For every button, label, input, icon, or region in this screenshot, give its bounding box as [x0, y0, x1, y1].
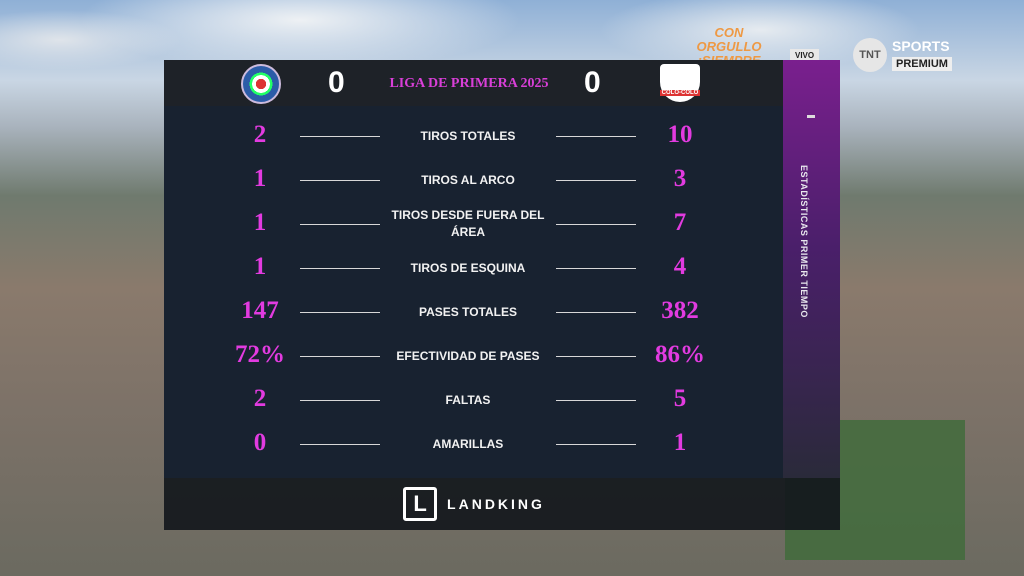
home-value: 1: [253, 209, 267, 236]
away-value: 3: [673, 165, 687, 192]
home-team-crest: [241, 64, 281, 104]
stat-label: TIROS TOTALES: [420, 128, 516, 143]
scoreboard-header: 0 LIGA DE PRIMERA 2025 0 COLO-COLO: [164, 60, 783, 106]
live-badge: VIVO: [790, 49, 820, 62]
divider-line: [556, 136, 636, 137]
network-premium-label: PREMIUM: [892, 57, 952, 71]
divider-line: [300, 136, 380, 137]
stat-label: EFECTIVIDAD DE PASES: [396, 348, 540, 363]
divider-line: [556, 356, 636, 357]
divider-line: [300, 400, 380, 401]
home-score: 0: [328, 66, 345, 99]
competition-title: LIGA DE PRIMERA 2025: [389, 76, 549, 91]
away-value: 382: [661, 297, 699, 324]
divider-line: [556, 180, 636, 181]
divider-line: [300, 444, 380, 445]
sponsor-name: LANDKING: [447, 496, 545, 512]
sponsor-strip: L LANDKING: [164, 478, 840, 530]
away-crest-text: COLO-COLO: [660, 90, 700, 96]
divider-line: [300, 180, 380, 181]
away-value: 86%: [655, 341, 705, 368]
divider-line: [556, 312, 636, 313]
divider-line: [556, 268, 636, 269]
away-value: 5: [673, 385, 687, 412]
network-sports-label: SPORTS: [892, 38, 950, 54]
sponsor-logo-icon: L: [403, 487, 438, 521]
away-score: 0: [584, 66, 601, 99]
away-value: 10: [667, 121, 693, 148]
away-value: 4: [673, 253, 687, 280]
divider-line: [300, 268, 380, 269]
home-value: 2: [253, 121, 267, 148]
away-value: 7: [673, 209, 687, 236]
side-marker: [807, 115, 815, 118]
stat-row: 147 PASES TOTALES 382: [164, 292, 783, 332]
stat-row: 2 FALTAS 5: [164, 380, 783, 420]
stat-label: TIROS DESDE FUERA DEL ÁREA: [391, 208, 545, 239]
divider-line: [556, 444, 636, 445]
home-value: 1: [253, 165, 267, 192]
stat-label: TIROS DE ESQUINA: [410, 260, 526, 275]
stat-row: 0 AMARILLAS 1: [164, 424, 783, 464]
divider-line: [300, 312, 380, 313]
stat-label: FALTAS: [445, 392, 491, 407]
stat-row: 1 TIROS DESDE FUERA DEL ÁREA 7: [164, 204, 783, 244]
stat-label: AMARILLAS: [432, 436, 504, 451]
home-value: 0: [253, 429, 267, 456]
stat-row: 1 TIROS AL ARCO 3: [164, 160, 783, 200]
divider-line: [300, 356, 380, 357]
network-logo: TNT: [853, 38, 887, 72]
divider-line: [556, 400, 636, 401]
stats-panel: 0 LIGA DE PRIMERA 2025 0 COLO-COLO 2 TIR…: [164, 60, 840, 530]
home-value: 147: [241, 297, 279, 324]
divider-line: [556, 224, 636, 225]
stat-label: TIROS AL ARCO: [421, 172, 515, 187]
stat-label: PASES TOTALES: [418, 304, 517, 319]
stat-row: 72% EFECTIVIDAD DE PASES 86%: [164, 336, 783, 376]
away-team-crest: COLO-COLO: [660, 64, 700, 102]
stat-row: 1 TIROS DE ESQUINA 4: [164, 248, 783, 288]
stat-row: 2 TIROS TOTALES 10: [164, 116, 783, 156]
side-title-strip: ESTADÍSTICAS PRIMER TIEMPO: [783, 60, 840, 478]
divider-line: [300, 224, 380, 225]
side-title: ESTADÍSTICAS PRIMER TIEMPO: [799, 165, 809, 318]
home-value: 2: [253, 385, 267, 412]
home-value: 72%: [235, 341, 285, 368]
home-value: 1: [253, 253, 267, 280]
away-value: 1: [673, 429, 687, 456]
